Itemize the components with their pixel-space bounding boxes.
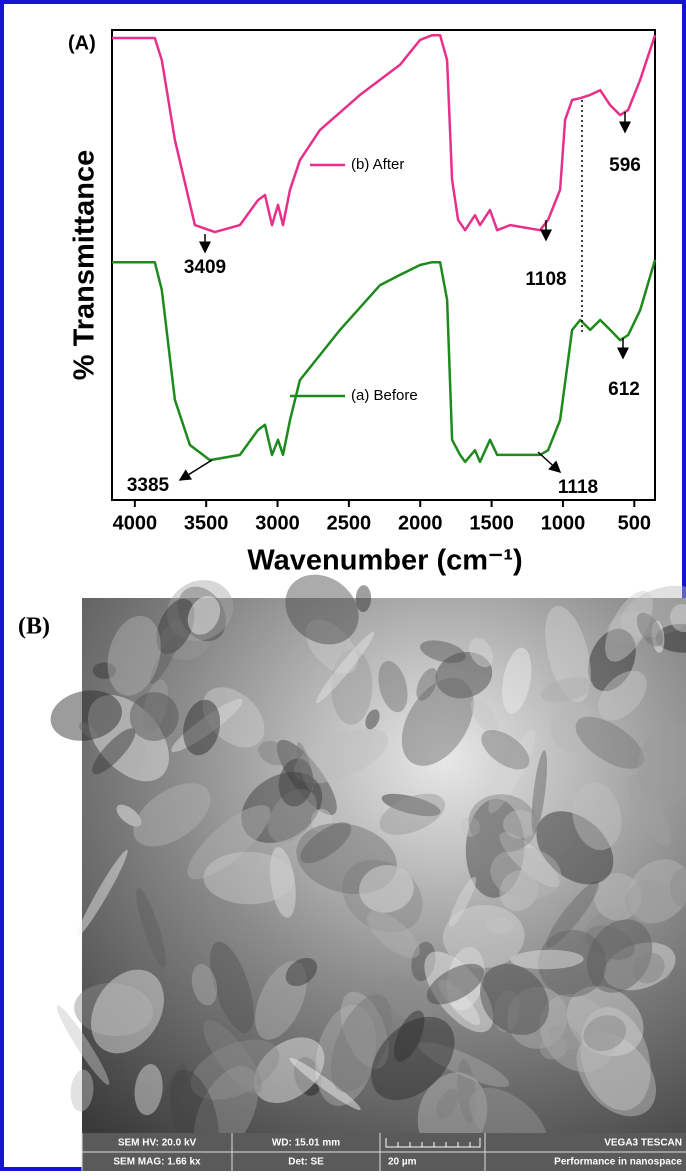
annotation: 3409 — [184, 257, 226, 278]
y-axis-label: % Transmittance — [69, 150, 101, 380]
x-tick-label: 3000 — [255, 512, 300, 534]
legend-label: (b) After — [351, 156, 404, 173]
panel-label: (A) — [68, 32, 96, 54]
x-axis-label: Wavenumber (cm⁻¹) — [247, 545, 522, 577]
x-tick-label: 1000 — [541, 512, 586, 534]
x-tick-label: 2500 — [327, 512, 372, 534]
annotation: 612 — [608, 379, 640, 400]
info-text: SEM MAG: 1.66 kx — [113, 1157, 201, 1168]
x-tick-label: 3500 — [184, 512, 229, 534]
info-text: Performance in nanospace — [554, 1157, 682, 1168]
x-tick-label: 2000 — [398, 512, 443, 534]
info-text: WD: 15.01 mm — [272, 1138, 340, 1149]
line-series — [112, 35, 655, 232]
figure: (A) % Transmittance Wavenumber (cm⁻¹) SE… — [0, 0, 686, 1171]
info-text: VEGA3 TESCAN — [604, 1138, 682, 1149]
annotation: 1108 — [525, 269, 566, 290]
line-series — [112, 260, 655, 462]
annotation-arrow — [538, 452, 560, 472]
x-tick-label: 500 — [618, 512, 651, 534]
annotation: 3385 — [127, 475, 170, 496]
info-text: 20 µm — [388, 1157, 417, 1168]
x-tick-label: 1500 — [469, 512, 514, 534]
annotation-arrow — [180, 460, 212, 480]
annotation: 596 — [609, 155, 641, 176]
legend-label: (a) Before — [351, 387, 418, 404]
info-text: Det: SE — [288, 1157, 324, 1168]
x-tick-label: 4000 — [113, 512, 158, 534]
sem-image: SEM HV: 20.0 kV WD: 15.01 mm VEGA3 TESCAN S… — [46, 560, 686, 1171]
info-text: SEM HV: 20.0 kV — [118, 1138, 197, 1149]
panel-label: (B) — [18, 614, 50, 640]
annotation: 1118 — [558, 477, 598, 498]
